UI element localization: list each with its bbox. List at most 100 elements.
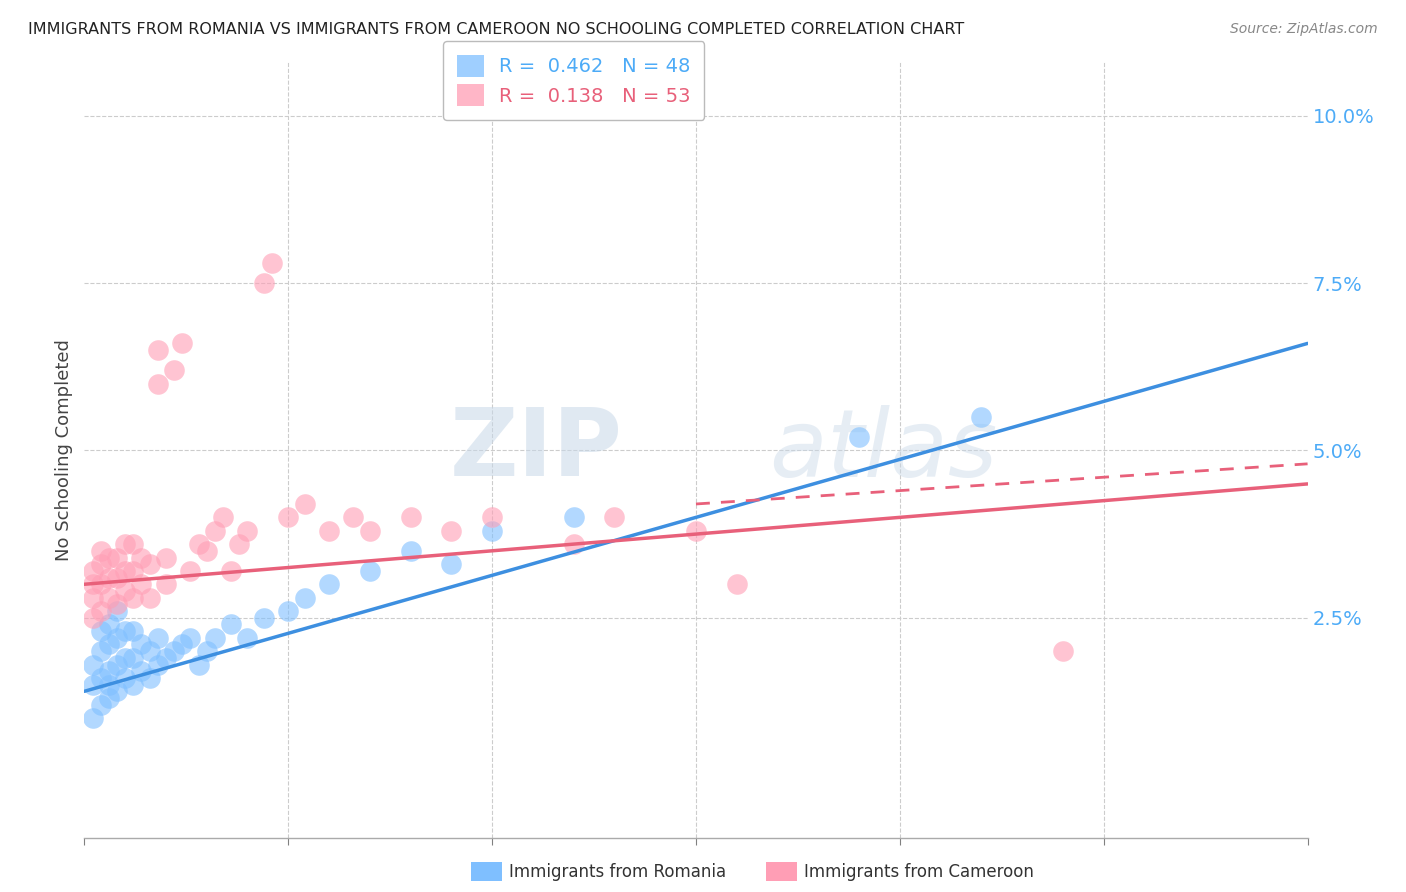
Point — [90, 671, 112, 685]
Point — [155, 577, 177, 591]
Point — [131, 664, 153, 679]
Point — [122, 591, 145, 605]
Point — [253, 611, 276, 625]
Point — [155, 550, 177, 565]
Point — [163, 363, 186, 377]
Point — [236, 631, 259, 645]
Point — [253, 277, 276, 291]
Point — [97, 571, 120, 585]
Point — [481, 524, 503, 538]
Point — [187, 537, 209, 551]
Point — [172, 637, 194, 651]
Text: Immigrants from Cameroon: Immigrants from Cameroon — [804, 863, 1033, 881]
Point — [122, 624, 145, 639]
Point — [105, 631, 128, 645]
Point — [122, 651, 145, 665]
Point — [228, 537, 250, 551]
Point — [146, 631, 169, 645]
Point — [359, 524, 381, 538]
Point — [146, 376, 169, 391]
Point — [131, 550, 153, 565]
Point — [97, 637, 120, 651]
Point — [562, 510, 585, 524]
Point — [105, 550, 128, 565]
Point — [212, 510, 235, 524]
Legend: R =  0.462   N = 48, R =  0.138   N = 53: R = 0.462 N = 48, R = 0.138 N = 53 — [443, 41, 704, 120]
Point — [90, 543, 112, 558]
Point — [97, 617, 120, 632]
Point — [97, 664, 120, 679]
Point — [260, 256, 283, 270]
Point — [105, 604, 128, 618]
Point — [138, 644, 160, 658]
Point — [90, 557, 112, 572]
Point — [219, 617, 242, 632]
Point — [970, 410, 993, 425]
Point — [204, 524, 226, 538]
Point — [131, 637, 153, 651]
Point — [97, 591, 120, 605]
Point — [399, 510, 422, 524]
Point — [131, 577, 153, 591]
Y-axis label: No Schooling Completed: No Schooling Completed — [55, 340, 73, 561]
Point — [146, 657, 169, 672]
Point — [82, 591, 104, 605]
Point — [82, 657, 104, 672]
Point — [114, 624, 136, 639]
Point — [82, 564, 104, 578]
Point — [122, 678, 145, 692]
Text: IMMIGRANTS FROM ROMANIA VS IMMIGRANTS FROM CAMEROON NO SCHOOLING COMPLETED CORRE: IMMIGRANTS FROM ROMANIA VS IMMIGRANTS FR… — [28, 22, 965, 37]
Point — [97, 690, 120, 705]
Point — [219, 564, 242, 578]
Point — [114, 583, 136, 598]
Point — [138, 671, 160, 685]
Point — [155, 651, 177, 665]
Point — [105, 571, 128, 585]
Point — [204, 631, 226, 645]
Text: Immigrants from Romania: Immigrants from Romania — [509, 863, 725, 881]
Point — [82, 611, 104, 625]
Point — [294, 497, 316, 511]
Point — [179, 564, 201, 578]
Point — [318, 524, 340, 538]
Point — [848, 430, 870, 444]
Point — [97, 678, 120, 692]
Point — [105, 657, 128, 672]
Point — [105, 684, 128, 698]
Point — [725, 577, 748, 591]
Point — [399, 543, 422, 558]
Point — [481, 510, 503, 524]
Point — [318, 577, 340, 591]
Point — [90, 604, 112, 618]
Point — [195, 543, 218, 558]
Text: ZIP: ZIP — [450, 404, 623, 497]
Point — [105, 598, 128, 612]
Point — [359, 564, 381, 578]
Text: atlas: atlas — [769, 405, 998, 496]
Point — [114, 537, 136, 551]
Point — [1052, 644, 1074, 658]
Point — [342, 510, 364, 524]
Point — [440, 557, 463, 572]
Point — [114, 564, 136, 578]
Point — [90, 577, 112, 591]
Text: Source: ZipAtlas.com: Source: ZipAtlas.com — [1230, 22, 1378, 37]
Point — [179, 631, 201, 645]
Point — [114, 651, 136, 665]
Point — [138, 557, 160, 572]
Point — [82, 678, 104, 692]
Point — [294, 591, 316, 605]
Point — [685, 524, 707, 538]
Point — [122, 564, 145, 578]
Point — [114, 671, 136, 685]
Point — [277, 510, 299, 524]
Point — [146, 343, 169, 357]
Point — [163, 644, 186, 658]
Point — [82, 711, 104, 725]
Point — [90, 624, 112, 639]
Point — [277, 604, 299, 618]
Point — [603, 510, 626, 524]
Point — [138, 591, 160, 605]
Point — [172, 336, 194, 351]
Point — [236, 524, 259, 538]
